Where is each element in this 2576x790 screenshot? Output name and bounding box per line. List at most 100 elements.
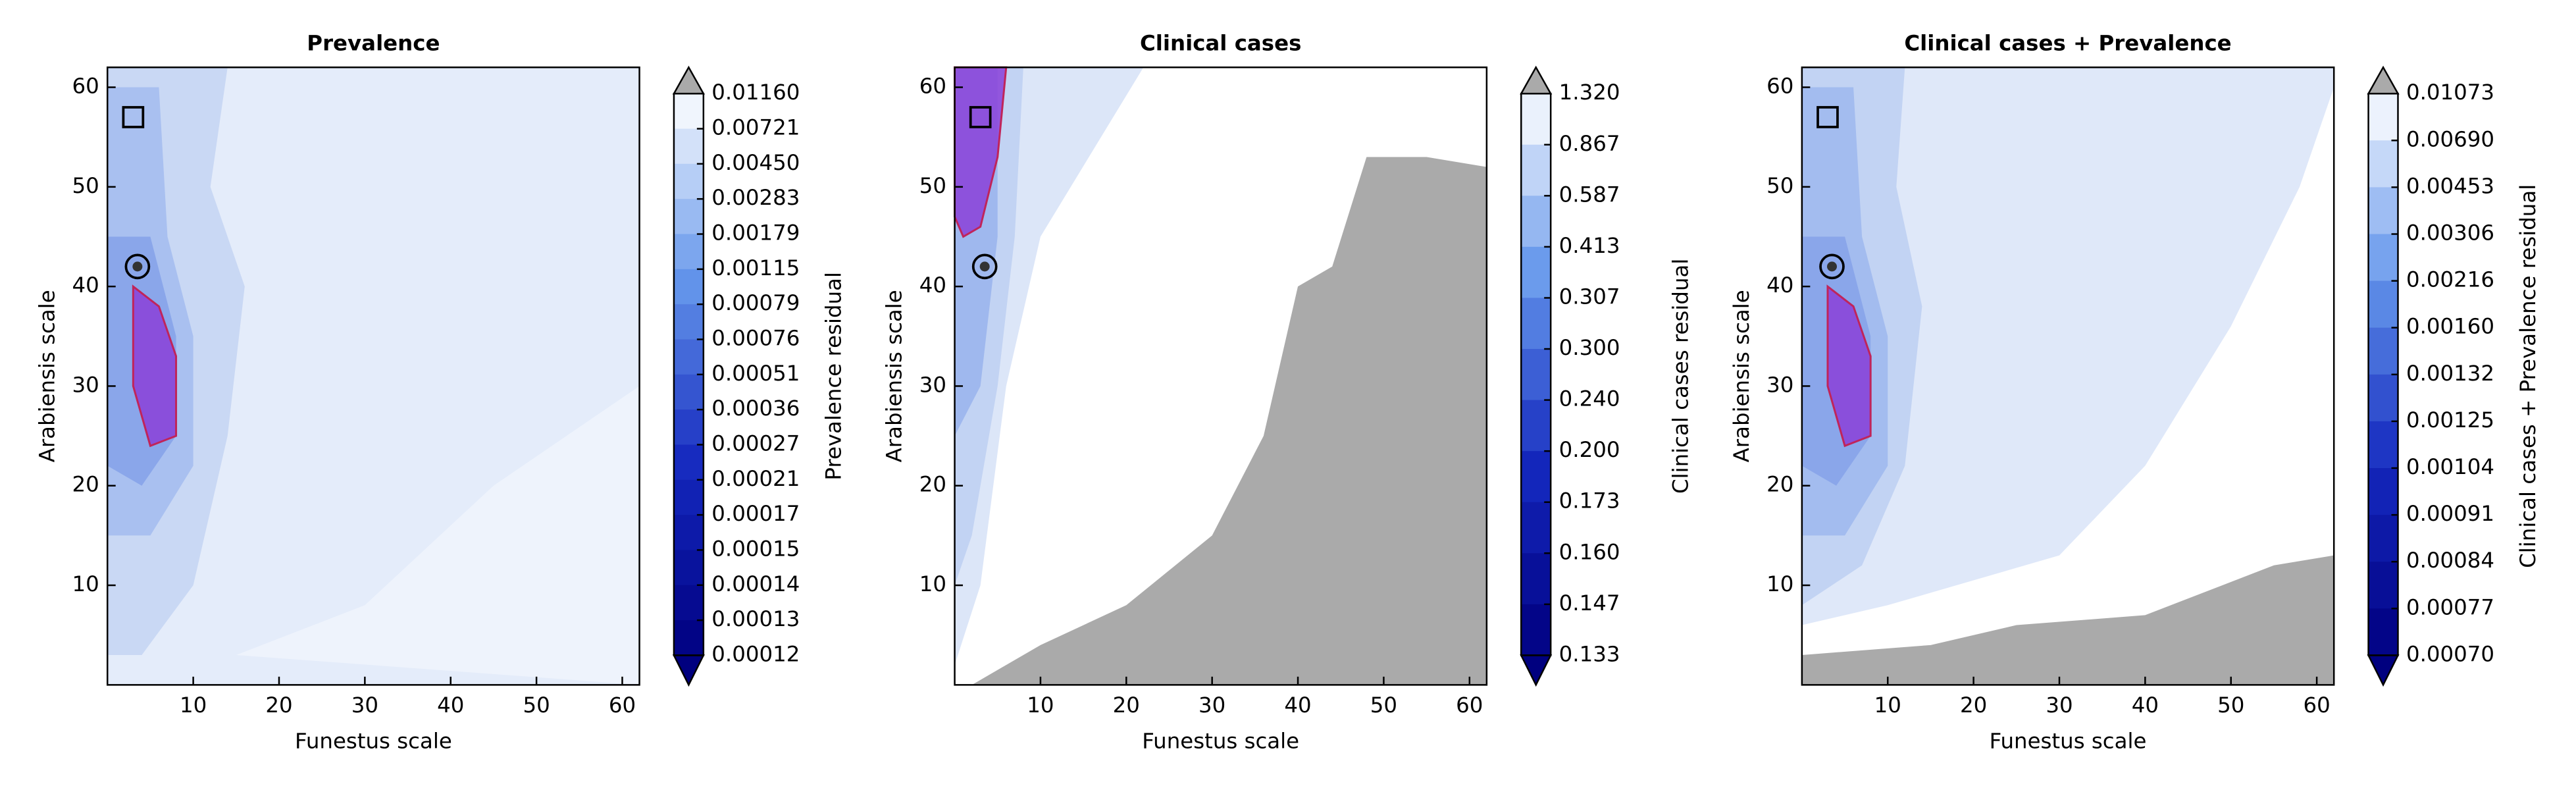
- colorbar-tick-label: 0.00036: [711, 396, 800, 421]
- colorbar-tick-label: 0.867: [1559, 131, 1620, 156]
- y-axis-label: Arabiensis scale: [1729, 290, 1754, 462]
- x-tick-label: 10: [1027, 693, 1054, 718]
- marker-square: [122, 106, 145, 128]
- colorbar-bin: [1521, 349, 1551, 401]
- colorbar-tick-label: 0.00104: [2406, 454, 2494, 479]
- colorbar-tick-label: 0.300: [1559, 335, 1620, 360]
- colorbar-bin: [673, 620, 704, 656]
- colorbar-bin: [2368, 280, 2398, 329]
- colorbar-tick-label: 0.00091: [2406, 501, 2494, 526]
- colorbar-bin: [1521, 246, 1551, 299]
- y-tick-label: 50: [1766, 173, 1793, 198]
- y-tick-label: 10: [72, 571, 99, 596]
- colorbar-tick-label: 0.00079: [711, 290, 800, 315]
- colorbar-extend-top: [672, 65, 705, 95]
- colorbar-bin: [673, 199, 704, 235]
- y-tick-label: 60: [919, 74, 946, 99]
- colorbar-label: Clinical cases residual: [1668, 259, 1693, 494]
- colorbar-bin: [673, 339, 704, 376]
- x-tick-label: 60: [1456, 693, 1483, 718]
- marker-square: [1816, 106, 1839, 128]
- colorbar-tick-label: 0.01073: [2406, 80, 2494, 105]
- colorbar-label: Prevalence residual: [821, 272, 846, 481]
- colorbar-bin: [673, 585, 704, 621]
- colorbar-bin: [2368, 187, 2398, 235]
- colorbar-bin: [2368, 515, 2398, 563]
- colorbar-bin: [2368, 234, 2398, 282]
- colorbar-tick-label: 0.00015: [711, 536, 800, 561]
- colorbar-bin: [2368, 562, 2398, 610]
- marker-circle: [971, 253, 998, 280]
- x-tick-label: 40: [437, 693, 464, 718]
- colorbar-tick-label: 0.00216: [2406, 267, 2494, 292]
- colorbar-tick-label: 0.00115: [711, 255, 800, 280]
- x-tick-label: 20: [1960, 693, 1987, 718]
- colorbar-bin: [2368, 327, 2398, 376]
- contour-region: [132, 284, 178, 448]
- colorbar-bin: [1521, 502, 1551, 554]
- x-tick-label: 30: [351, 693, 378, 718]
- colorbar-tick-label: 0.00051: [711, 361, 800, 386]
- colorbar-extend-bottom: [672, 654, 705, 687]
- colorbar-label: Clinical cases + Prevalence residual: [2515, 184, 2540, 568]
- x-tick-label: 40: [2132, 693, 2159, 718]
- marker-circle: [124, 253, 151, 280]
- colorbar-extend-bottom: [2367, 654, 2400, 687]
- colorbar-tick-label: 0.00017: [711, 501, 800, 526]
- colorbar-tick-label: 0.00690: [2406, 126, 2494, 151]
- y-tick-label: 30: [919, 372, 946, 397]
- colorbar-tick-label: 0.307: [1559, 284, 1620, 309]
- x-tick-label: 50: [2217, 693, 2244, 718]
- y-tick-label: 40: [1766, 273, 1793, 298]
- marker-square: [969, 106, 992, 128]
- colorbar-tick-label: 0.00125: [2406, 408, 2494, 433]
- colorbar-bin: [2368, 468, 2398, 516]
- x-tick-label: 40: [1284, 693, 1311, 718]
- panel-title: Prevalence: [307, 30, 440, 55]
- y-tick-label: 20: [72, 472, 99, 497]
- y-tick-label: 10: [919, 571, 946, 596]
- colorbar-tick-label: 0.00070: [2406, 641, 2494, 666]
- x-tick-label: 50: [523, 693, 550, 718]
- marker-circle: [1819, 253, 1845, 280]
- x-tick-label: 10: [1874, 693, 1901, 718]
- marker-dot: [1827, 261, 1837, 272]
- y-axis-label: Arabiensis scale: [34, 290, 59, 462]
- y-tick-label: 10: [1766, 571, 1793, 596]
- colorbar-tick-label: 0.413: [1559, 233, 1620, 258]
- y-tick-label: 60: [1766, 74, 1793, 99]
- panel-title: Clinical cases + Prevalence: [1904, 30, 2231, 55]
- colorbar-bin: [673, 269, 704, 305]
- colorbar-bin: [1521, 93, 1551, 146]
- y-tick-label: 40: [919, 273, 946, 298]
- colorbar-tick-label: 0.00021: [711, 466, 800, 491]
- colorbar-bin: [673, 93, 704, 130]
- colorbar-bin: [673, 234, 704, 271]
- contour-region: [236, 386, 640, 685]
- colorbar-tick-label: 0.00132: [2406, 361, 2494, 386]
- y-tick-label: 20: [1766, 472, 1793, 497]
- colorbar-bin: [1521, 298, 1551, 350]
- colorbar-bin: [2368, 374, 2398, 423]
- x-axis-label: Funestus scale: [1142, 729, 1299, 754]
- x-tick-label: 30: [1198, 693, 1225, 718]
- contour-region: [971, 107, 1487, 685]
- colorbar-tick-label: 0.01160: [711, 80, 800, 105]
- plot-frame: [1801, 66, 2335, 686]
- x-axis-label: Funestus scale: [1990, 729, 2147, 754]
- colorbar-tick-label: 0.00077: [2406, 594, 2494, 619]
- y-tick-label: 20: [919, 472, 946, 497]
- colorbar-bin: [673, 444, 704, 481]
- x-tick-label: 30: [2046, 693, 2073, 718]
- colorbar-bin: [673, 374, 704, 411]
- colorbar-bin: [1521, 604, 1551, 656]
- marker-dot: [132, 261, 143, 272]
- x-tick-label: 60: [609, 693, 636, 718]
- colorbar-tick-label: 0.147: [1559, 591, 1620, 616]
- colorbar-tick-label: 0.00076: [711, 325, 800, 350]
- x-tick-label: 60: [2303, 693, 2330, 718]
- colorbar-bin: [2368, 421, 2398, 469]
- colorbar-tick-label: 0.00012: [711, 641, 800, 666]
- x-tick-label: 10: [180, 693, 207, 718]
